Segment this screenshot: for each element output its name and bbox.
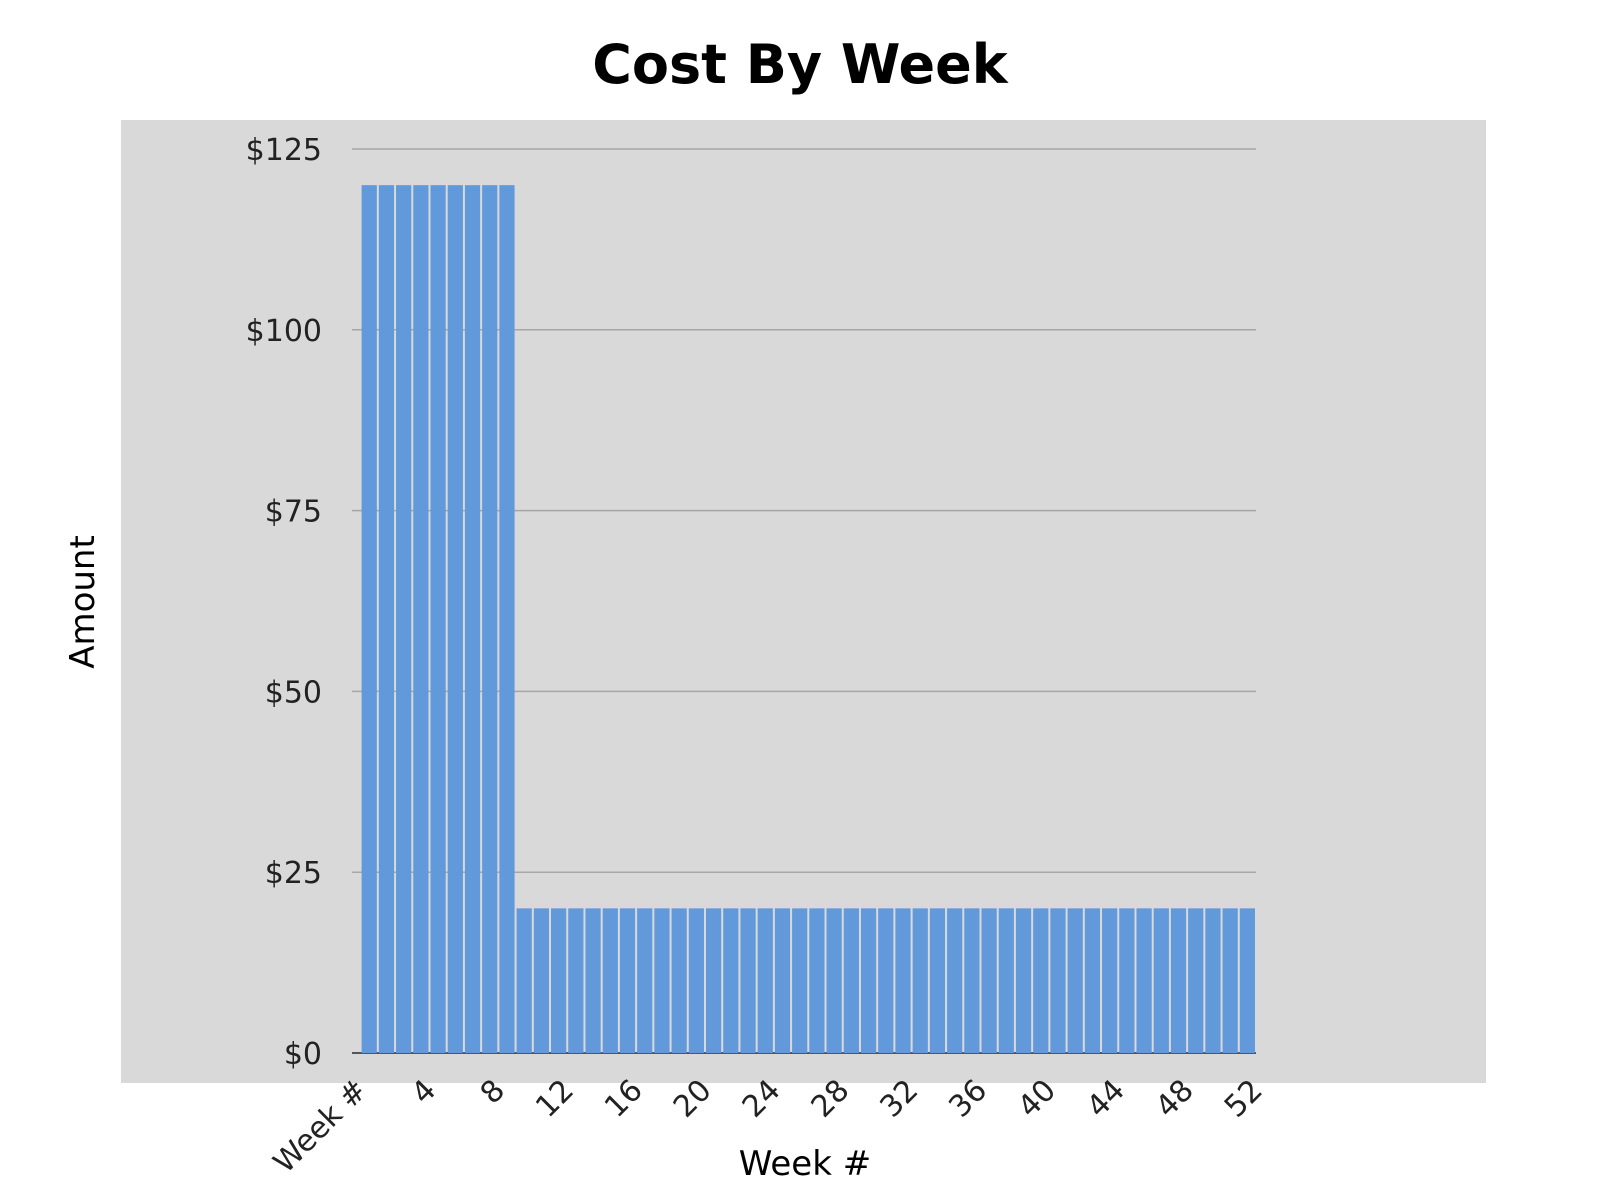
bar-week-47 (1153, 908, 1169, 1053)
bars (361, 185, 1255, 1053)
bar-week-12 (551, 908, 567, 1053)
x-tick-label: Week # (267, 1073, 374, 1180)
bar-week-23 (740, 908, 756, 1053)
bar-week-48 (1170, 908, 1187, 1053)
bar-week-40 (1033, 908, 1049, 1053)
bar-week-36 (964, 908, 980, 1053)
y-tick-label: $125 (246, 133, 322, 168)
bar-week-25 (774, 908, 791, 1053)
bar-week-33 (912, 908, 928, 1053)
bar-week-29 (843, 908, 859, 1053)
bar-week-46 (1136, 908, 1152, 1053)
bar-week-27 (809, 908, 825, 1053)
bar-week-42 (1067, 908, 1083, 1053)
bar-week-13 (568, 908, 584, 1053)
bar-week-28 (826, 908, 842, 1053)
bar-week-37 (981, 908, 997, 1053)
y-tick-label: $25 (265, 856, 322, 891)
bar-week-32 (895, 908, 911, 1053)
y-tick-label: $0 (284, 1037, 322, 1072)
bar-week-5 (430, 185, 446, 1053)
bar-week-18 (654, 908, 670, 1053)
bar-week-44 (1102, 908, 1118, 1053)
bar-week-8 (482, 185, 498, 1053)
bar-week-39 (1015, 908, 1032, 1053)
bar-week-21 (705, 908, 722, 1053)
bar-week-19 (671, 908, 687, 1053)
bar-week-30 (860, 908, 877, 1053)
bar-week-11 (533, 908, 550, 1053)
bar-week-20 (688, 908, 704, 1053)
bar-week-16 (619, 908, 636, 1053)
bar-week-22 (723, 908, 739, 1053)
bar-week-14 (585, 908, 601, 1053)
x-axis-label: Week # (739, 1144, 871, 1184)
bar-week-2 (378, 185, 395, 1053)
bar-week-51 (1222, 908, 1238, 1053)
bar-week-45 (1119, 908, 1135, 1053)
bar-week-31 (878, 908, 894, 1053)
bar-week-7 (464, 185, 481, 1053)
bar-week-41 (1050, 908, 1066, 1053)
bar-week-50 (1205, 908, 1221, 1053)
y-axis-label: Amount (63, 535, 103, 669)
y-tick-label: $100 (246, 314, 322, 349)
bar-week-34 (929, 908, 946, 1053)
bar-week-15 (602, 908, 618, 1053)
bar-week-35 (947, 908, 963, 1053)
bar-week-6 (447, 185, 463, 1053)
bar-week-4 (413, 185, 429, 1053)
bar-week-24 (757, 908, 773, 1053)
bar-week-26 (792, 908, 808, 1053)
y-axis-ticks: $0 $25 $50 $75 $100 $125 (246, 133, 322, 1072)
bar-week-52 (1239, 908, 1255, 1053)
bar-week-38 (998, 908, 1014, 1053)
y-tick-label: $75 (265, 495, 322, 530)
bar-week-1 (361, 185, 377, 1053)
bar-week-10 (516, 908, 532, 1053)
bar-week-9 (499, 185, 515, 1053)
chart-title: Cost By Week (592, 33, 1009, 96)
bar-week-17 (637, 908, 653, 1053)
y-tick-label: $50 (265, 675, 322, 710)
bar-week-43 (1084, 908, 1101, 1053)
bar-week-3 (396, 185, 412, 1053)
bar-week-49 (1188, 908, 1204, 1053)
